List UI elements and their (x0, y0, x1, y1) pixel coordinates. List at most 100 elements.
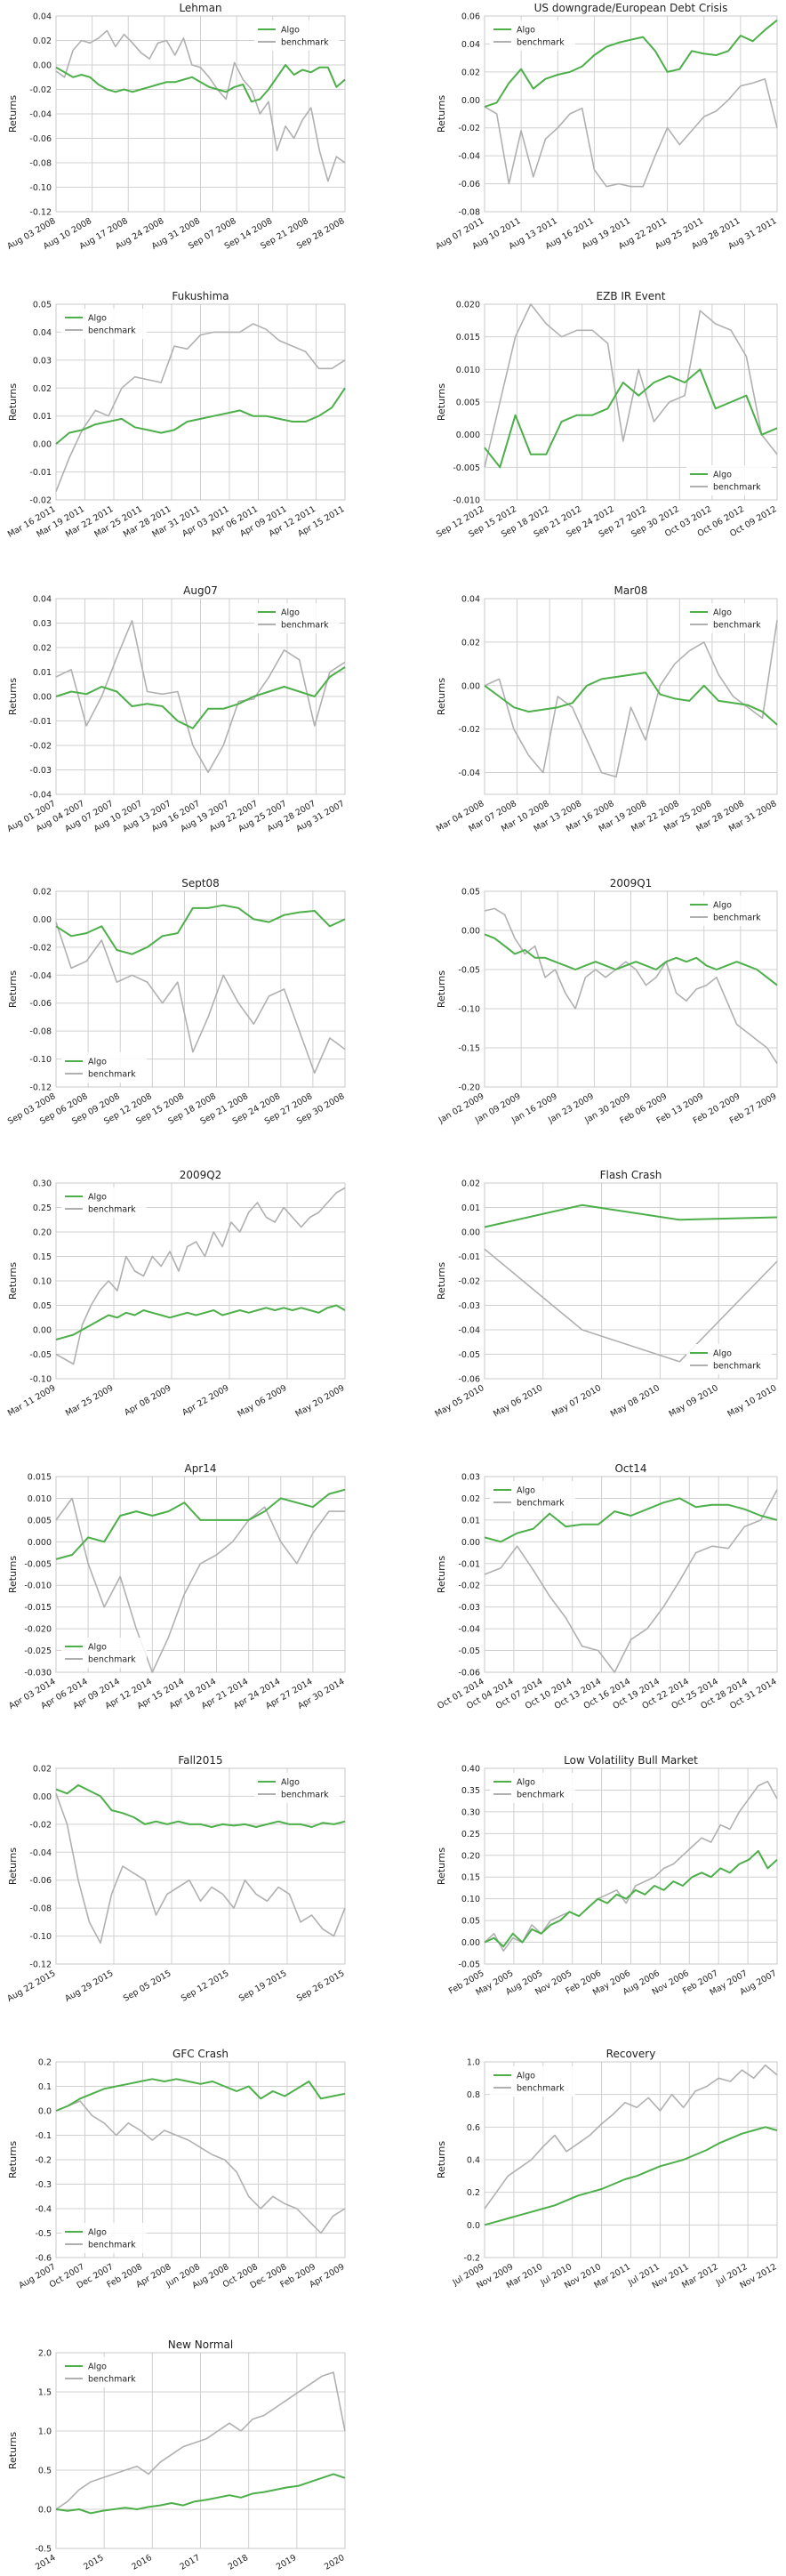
chart-5-y-tick-label: 0.03 (33, 619, 52, 629)
chart-6-y-tick-label: 0.02 (461, 638, 480, 648)
chart-13-y-tick-label: 0.02 (33, 1765, 52, 1775)
chart-4-y-axis-label: Returns (436, 383, 447, 422)
chart-4-y-tick-label: 0.000 (456, 431, 480, 440)
chart-1-series-benchmark (55, 29, 346, 182)
chart-14-y-axis-label: Returns (436, 1847, 447, 1886)
chart-17-x-tick-label: 2015 (82, 2553, 105, 2572)
chart-2-legend: Algo benchmark (490, 20, 575, 51)
chart-16-series-benchmark (484, 2064, 778, 2210)
chart-1-y-tick-label: -0.10 (29, 183, 52, 193)
chart-8-series-algo (484, 933, 778, 986)
chart-1-y-tick-label: -0.08 (29, 159, 52, 169)
chart-14-y-tick-label: 0.00 (461, 1938, 480, 1948)
chart-12-series-benchmark (484, 1489, 778, 1673)
chart-11-series-algo (55, 1488, 346, 1560)
chart-17-legend-box (61, 2357, 147, 2387)
chart-3-legend-label-algo: Algo (88, 314, 107, 324)
chart-5-title: Aug07 (183, 584, 218, 597)
chart-14-legend-box (490, 1773, 575, 1803)
chart-13-series-benchmark (55, 1793, 346, 1944)
chart-17-title: New Normal (168, 2339, 233, 2351)
chart-11-legend-label-benchmark: benchmark (88, 1655, 136, 1665)
chart-11-legend-box (61, 1638, 147, 1668)
chart-17-x-tick-label: 2017 (179, 2553, 202, 2572)
chart-14-frame (484, 1767, 778, 1965)
chart-9-y-tick-label: 0.00 (33, 1326, 52, 1336)
chart-14-y-tick-label: 0.40 (461, 1765, 480, 1775)
chart-14-y-tick-label: 0.35 (461, 1786, 480, 1796)
chart-9-x-tick-label: Mar 25 2009 (64, 1383, 116, 1419)
chart-4-y-tick-label: -0.005 (453, 463, 480, 473)
chart-10-x-tick-label: May 05 2010 (433, 1383, 485, 1420)
chart-8-y-tick-label: -0.20 (458, 1083, 480, 1093)
chart-14-y-tick-label: 0.25 (461, 1830, 480, 1839)
chart-17-y-tick-label: 1.0 (38, 2427, 52, 2437)
chart-5-y-tick-label: -0.01 (29, 717, 52, 727)
chart-5-y-tick-label: -0.03 (29, 766, 52, 776)
chart-17-y-tick-label: 2.0 (38, 2349, 52, 2359)
chart-3-y-tick-label: 0.05 (33, 301, 52, 310)
chart-12-title: Oct14 (614, 1462, 646, 1475)
chart-14-y-tick-label: -0.05 (458, 1960, 480, 1970)
chart-1-legend-label-benchmark: benchmark (281, 38, 329, 48)
chart-2: 0.060.040.020.00-0.02-0.04-0.06-0.08Aug … (434, 2, 778, 252)
chart-17-series-algo (55, 2473, 346, 2515)
chart-5-y-tick-label: 0.01 (33, 668, 52, 678)
chart-2-y-tick-label: -0.04 (458, 152, 480, 162)
chart-17-x-tick-label: 2014 (34, 2553, 57, 2572)
chart-4-frame (484, 303, 778, 501)
chart-5-y-tick-label: -0.02 (29, 742, 52, 752)
chart-9-y-tick-label: -0.05 (29, 1350, 52, 1360)
chart-4-y-tick-label: 0.005 (456, 398, 480, 408)
chart-9-frame (55, 1182, 346, 1380)
chart-8-series-benchmark (484, 907, 778, 1065)
chart-15-legend: Algo benchmark (61, 2223, 147, 2253)
chart-1-y-tick-label: -0.04 (29, 110, 52, 120)
chart-14-y-tick-label: 0.10 (461, 1895, 480, 1904)
chart-13-legend-box (254, 1773, 340, 1803)
chart-6-legend-label-benchmark: benchmark (713, 621, 761, 631)
chart-14-legend-label-benchmark: benchmark (517, 1791, 565, 1800)
chart-1-y-tick-label: -0.06 (29, 134, 52, 144)
chart-1-legend-label-algo: Algo (281, 26, 300, 36)
chart-14-title: Low Volatility Bull Market (564, 1754, 698, 1767)
chart-14: 0.40 0.35 0.30 0.25 0.20 0.15 0.10 0.05 0.00 -0.0… (436, 1754, 779, 1998)
chart-9-legend-label-algo: Algo (88, 1193, 107, 1203)
chart-13-title: Fall2015 (178, 1754, 222, 1767)
chart-1-y-tick-label: 0.04 (33, 12, 52, 22)
chart-2-title: US downgrade/European Debt Crisis (534, 2, 728, 14)
chart-13-x-tick-label: Aug 29 2015 (63, 1968, 115, 2004)
chart-11-y-axis-label: Returns (7, 1556, 19, 1594)
chart-13-x-tick-label: Sep 05 2015 (122, 1968, 173, 2004)
chart-1-legend-box (254, 20, 340, 51)
chart-14-legend: Algo benchmark (490, 1773, 575, 1803)
chart-8-legend-box (686, 896, 772, 926)
chart-2-y-tick-label: 0.02 (461, 68, 480, 77)
chart-11: 0.015 0.010 0.005 0.000 -0.005 -0.010 -0.015 -0… (7, 1462, 347, 1711)
chart-7-y-tick-label: -0.02 (29, 943, 52, 953)
chart-8-y-tick-label: 0.00 (461, 927, 480, 937)
chart-13-x-tick-label: Aug 22 2015 (5, 1968, 57, 2004)
chart-13-y-axis-label: Returns (7, 1847, 19, 1886)
chart-6-y-tick-label: -0.04 (458, 769, 480, 778)
chart-11-y-tick-label: 0.015 (28, 1473, 52, 1483)
chart-2-series-benchmark (484, 77, 778, 188)
chart-4: 0.0200.0150.0100.0050.000-0.005-0.010Sep… (435, 290, 779, 540)
chart-15-series-algo (55, 2078, 346, 2112)
chart-9-y-tick-label: 0.20 (33, 1228, 52, 1238)
chart-13-x-tick-label: Sep 12 2015 (180, 1968, 231, 2004)
chart-3-legend: Algo benchmark (61, 309, 147, 339)
chart-15-y-tick-label: -0.5 (35, 2229, 52, 2239)
chart-12-y-tick-label: 0.03 (461, 1473, 480, 1483)
chart-12-legend-label-benchmark: benchmark (517, 1499, 565, 1509)
chart-6-frame (484, 598, 778, 795)
chart-12-y-tick-label: -0.01 (458, 1559, 480, 1569)
chart-10-x-tick-label: May 06 2010 (492, 1383, 544, 1420)
chart-14-y-tick-label: 0.30 (461, 1807, 480, 1817)
chart-1-y-tick-label: 0.02 (33, 36, 52, 46)
chart-12-y-axis-label: Returns (436, 1556, 447, 1594)
chart-2-y-tick-label: 0.00 (461, 96, 480, 106)
